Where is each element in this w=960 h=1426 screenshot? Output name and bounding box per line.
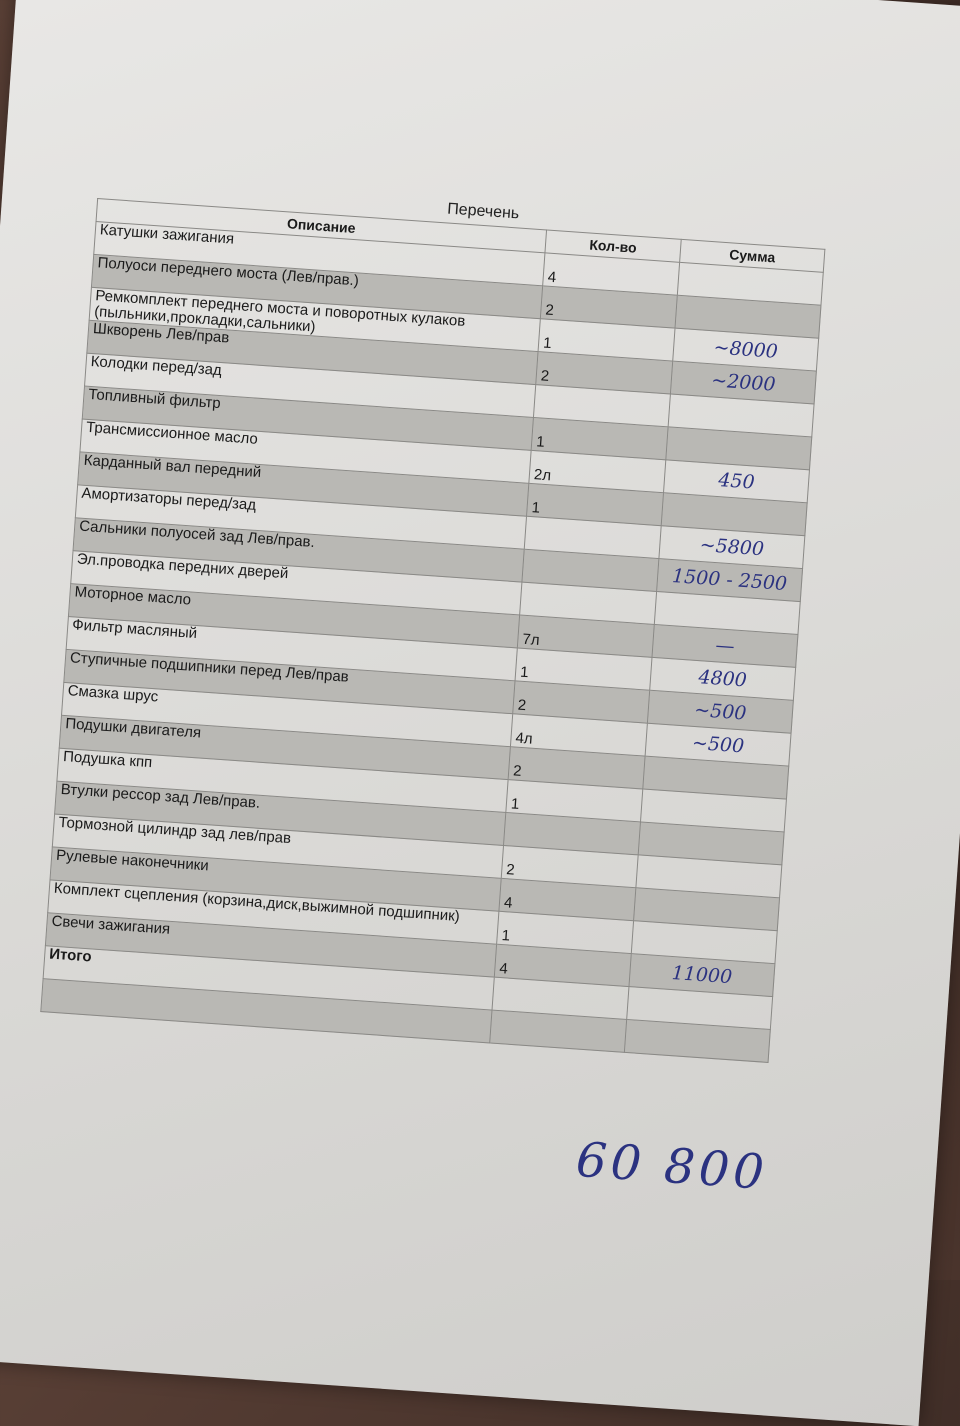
parts-table: Описание Кол-во Сумма Катушки зажигания 4… [40, 198, 825, 1063]
document-title: Перечень [446, 200, 520, 223]
handwritten-total: 60 800 [574, 1131, 770, 1202]
